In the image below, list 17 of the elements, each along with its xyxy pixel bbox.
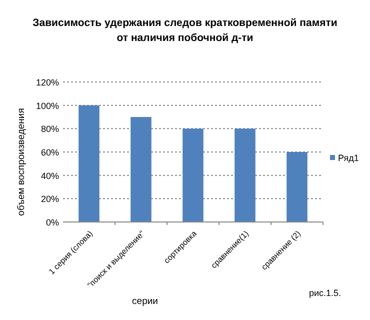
bar xyxy=(234,128,256,222)
bar xyxy=(182,128,204,222)
legend-label: Ряд1 xyxy=(338,153,359,163)
x-axis-title: серии xyxy=(132,296,158,307)
bar xyxy=(78,105,100,222)
y-tick-label: 40% xyxy=(40,170,59,181)
bar xyxy=(130,117,152,222)
y-tick-label: 20% xyxy=(40,194,59,204)
y-tick-label: 100% xyxy=(36,100,59,111)
text: рис.1.5. xyxy=(308,288,342,298)
chart-title: Зависимость удержания следов кратковременной памяти от наличия побочной д-ти xyxy=(32,17,338,44)
y-tick-label: 120% xyxy=(36,78,59,88)
bar xyxy=(286,152,308,222)
y-axis-title: объем воспроизведения xyxy=(16,108,27,216)
y-tick-label: 0% xyxy=(46,218,59,228)
y-tick-label: 80% xyxy=(40,124,59,134)
y-tick-label: 60% xyxy=(40,148,59,158)
